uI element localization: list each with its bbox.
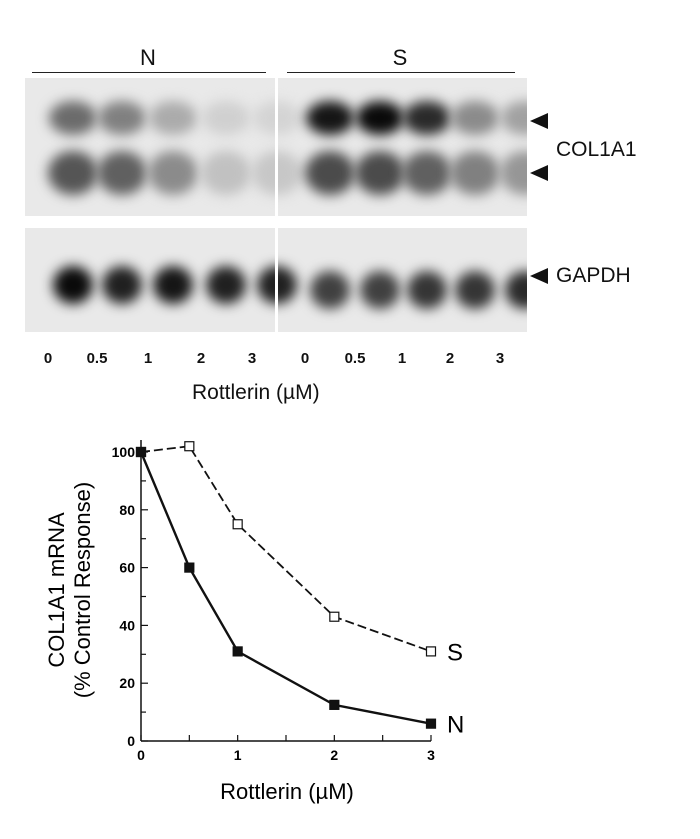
y-axis-label-line2: (% Control Response) [70, 482, 95, 698]
y-tick-label: 100 [112, 444, 136, 460]
data-point-n [184, 562, 195, 573]
blot-band [148, 151, 198, 195]
lane-label: 2 [196, 350, 206, 367]
data-point-s [232, 519, 243, 530]
data-point-s [425, 646, 437, 657]
group-label-n: N [140, 45, 156, 70]
blot-band [153, 266, 193, 304]
blot-xlabel: Rottlerin (µM) [192, 381, 320, 404]
lane-label: 1 [143, 350, 153, 367]
series-label-n: N [447, 712, 464, 739]
data-point-n [425, 718, 437, 729]
lane-label: 1 [397, 350, 407, 367]
blot-band [97, 151, 147, 195]
blot-band [206, 266, 246, 304]
panel-divider [275, 78, 278, 332]
lane-label: 0.5 [86, 350, 108, 367]
arrow-upper-band-icon [530, 113, 548, 129]
lane-label: 0 [300, 350, 310, 367]
data-point-s [184, 441, 195, 452]
blot-band [310, 271, 350, 309]
lane-label: 3 [495, 350, 505, 367]
series-line-s [140, 445, 432, 653]
blot-band [102, 266, 142, 304]
y-tick-label: 20 [119, 675, 135, 691]
series-label-s: S [447, 639, 463, 666]
blot-band [356, 101, 404, 135]
col1a1-label: COL1A1 [556, 138, 637, 161]
x-tick-label: 3 [427, 747, 435, 763]
blot-band [455, 271, 495, 309]
blot-band [48, 151, 98, 195]
blot-band [450, 151, 500, 195]
arrow-lower-band-icon [530, 165, 548, 181]
blot-band [305, 151, 355, 195]
blot-band [202, 101, 250, 135]
group-label-s: S [392, 45, 408, 70]
group-line-n [32, 72, 266, 73]
blot-band [306, 101, 354, 135]
x-tick-label: 1 [234, 747, 242, 763]
blot-band [360, 271, 400, 309]
blot-band [407, 271, 447, 309]
blot-band [149, 101, 197, 135]
series-line-n [139, 451, 432, 725]
gapdh-label: GAPDH [556, 264, 631, 287]
blot-band [403, 101, 451, 135]
y-tick-label: 0 [127, 733, 135, 749]
blot-band [355, 151, 405, 195]
y-tick-label: 80 [119, 502, 135, 518]
lane-label: 3 [247, 350, 257, 367]
arrow-gapdh-icon [530, 268, 548, 284]
data-point-s [329, 611, 340, 622]
line-chart: 0 20 40 60 80 100 0 1 2 3 Rottlerin (µM) COL1A1 mRN… [44, 440, 464, 804]
blot-band [201, 151, 251, 195]
data-point-n [329, 699, 340, 710]
blot-band [98, 101, 146, 135]
data-point-n [232, 646, 243, 657]
y-tick-label: 60 [119, 560, 135, 576]
blot-band [451, 101, 499, 135]
blot-band [53, 266, 93, 304]
y-axis-label-line1: COL1A1 mRNA [44, 512, 69, 668]
blot-band [402, 151, 452, 195]
blot-band [49, 101, 97, 135]
blot-band [505, 271, 527, 309]
lane-label: 2 [445, 350, 455, 367]
x-tick-label: 0 [137, 747, 145, 763]
lane-label: 0 [43, 350, 53, 367]
y-tick-label: 40 [119, 617, 135, 633]
blot-band [501, 101, 527, 135]
group-line-s [287, 72, 515, 73]
x-tick-label: 2 [330, 747, 338, 763]
x-axis-label: Rottlerin (µM) [220, 779, 354, 804]
blot-band [500, 151, 527, 195]
lane-label: 0.5 [344, 350, 366, 367]
data-point-n [135, 446, 147, 458]
